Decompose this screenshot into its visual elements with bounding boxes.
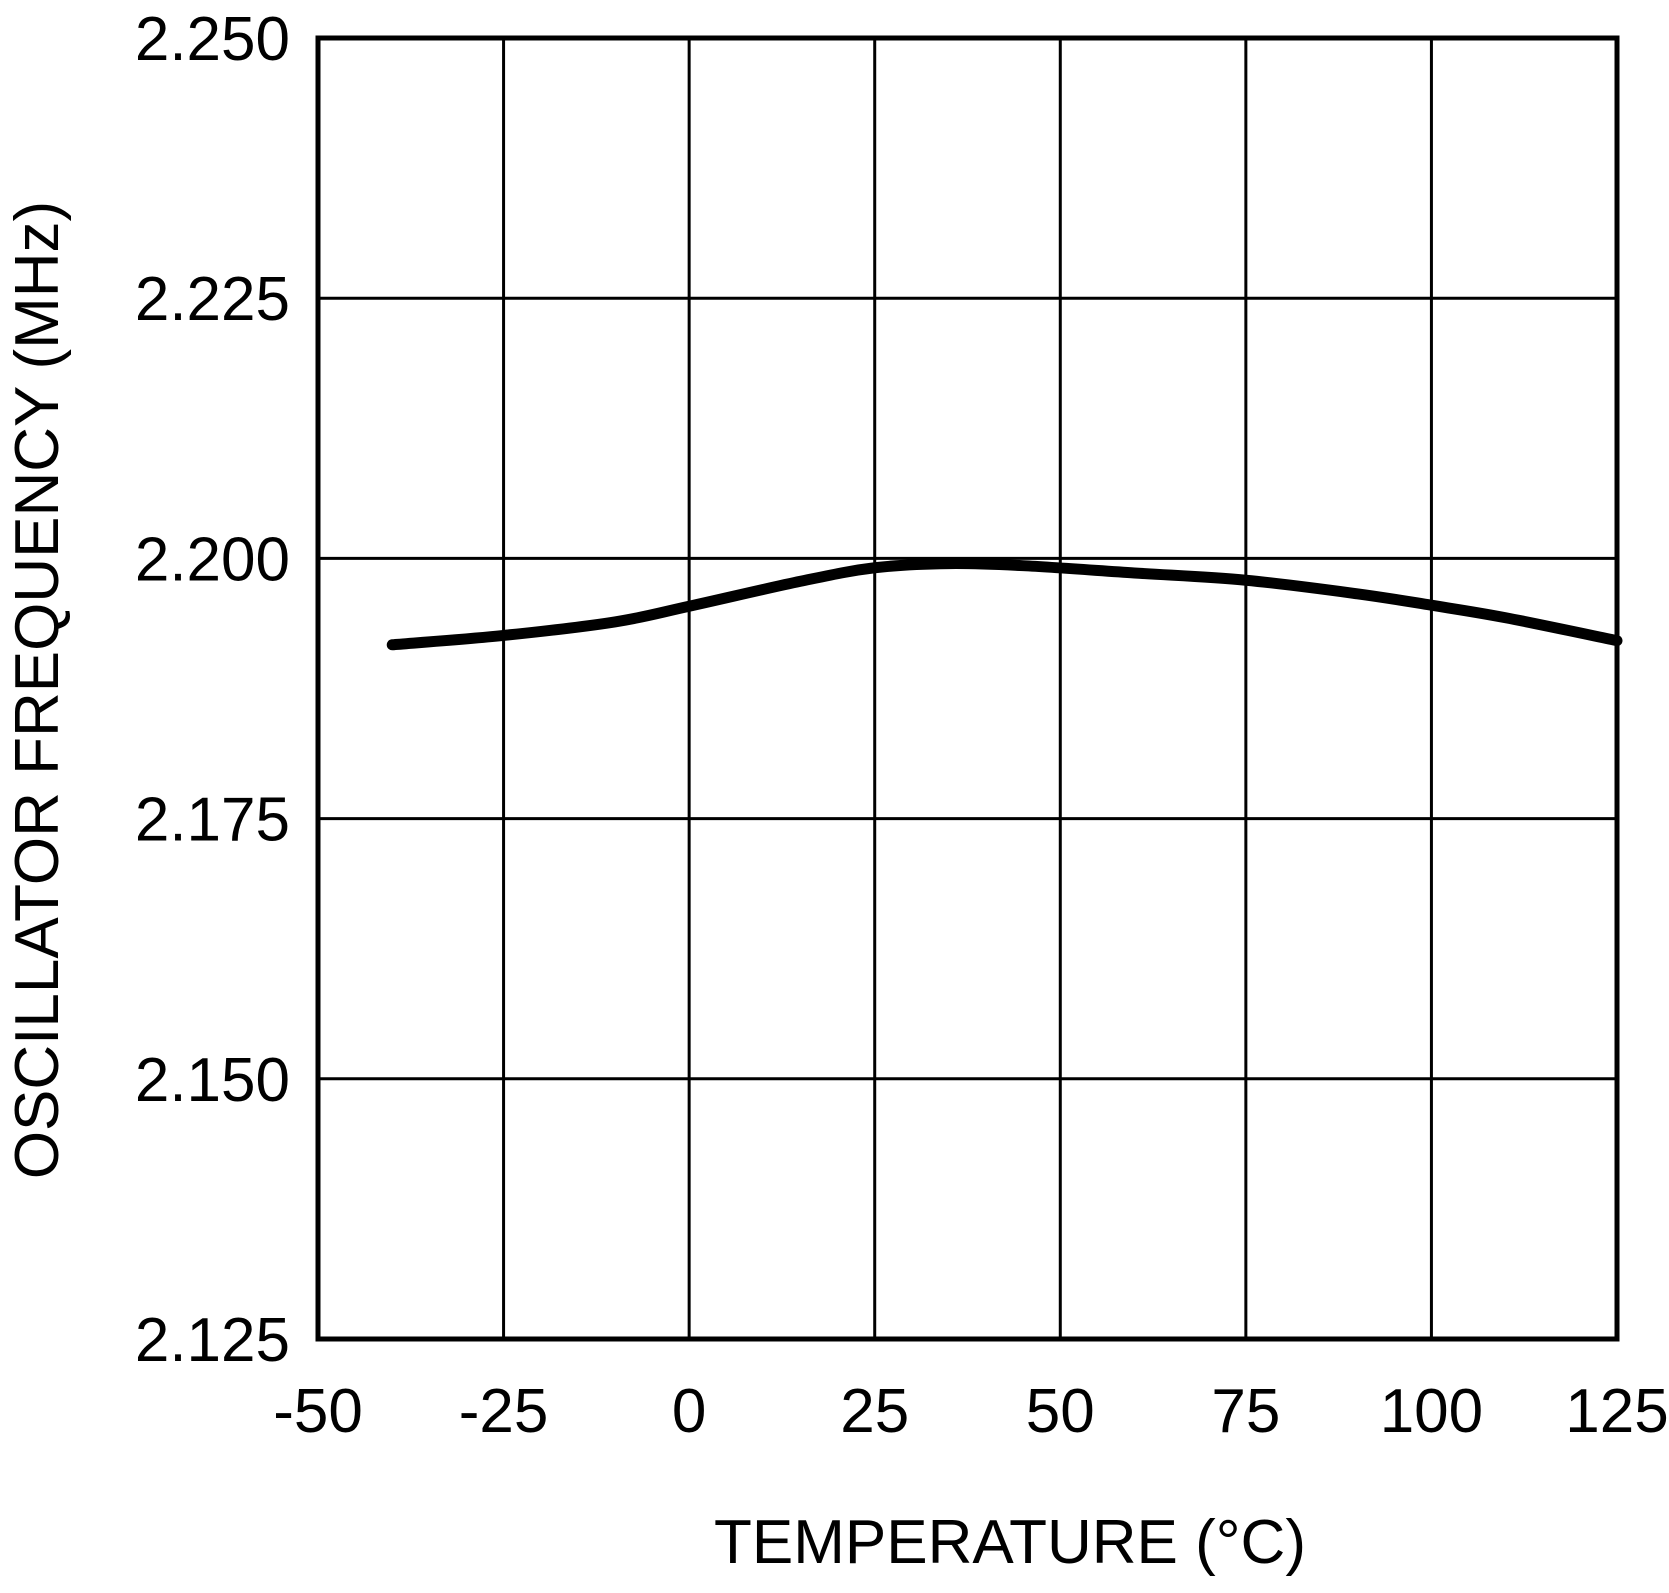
- x-tick-label: -50: [273, 1377, 363, 1446]
- y-tick-label: 2.150: [135, 1046, 290, 1115]
- x-tick-label: 25: [840, 1377, 909, 1446]
- x-tick-label: 50: [1026, 1377, 1095, 1446]
- x-axis-label: TEMPERATURE (°C): [714, 1508, 1306, 1577]
- x-tick-labels: -50 -25 0 25 50 75 100 125: [273, 1377, 1669, 1446]
- x-tick-label: 125: [1565, 1377, 1668, 1446]
- x-tick-label: 0: [672, 1377, 706, 1446]
- y-tick-label: 2.250: [135, 5, 290, 74]
- y-tick-labels: 2.125 2.150 2.175 2.200 2.225 2.250: [135, 5, 290, 1375]
- plot-frame: [315, 35, 1620, 1342]
- y-axis-label: OSCILLATOR FREQUENCY (MHz): [3, 201, 72, 1179]
- series-line: [386, 558, 1623, 651]
- y-tick-label: 2.225: [135, 265, 290, 334]
- x-tick-label: 75: [1211, 1377, 1280, 1446]
- y-tick-label: 2.200: [135, 525, 290, 594]
- x-tick-label: -25: [459, 1377, 549, 1446]
- y-tick-label: 2.175: [135, 786, 290, 855]
- y-tick-label: 2.125: [135, 1306, 290, 1375]
- grid: [316, 36, 1619, 1341]
- x-tick-label: 100: [1380, 1377, 1483, 1446]
